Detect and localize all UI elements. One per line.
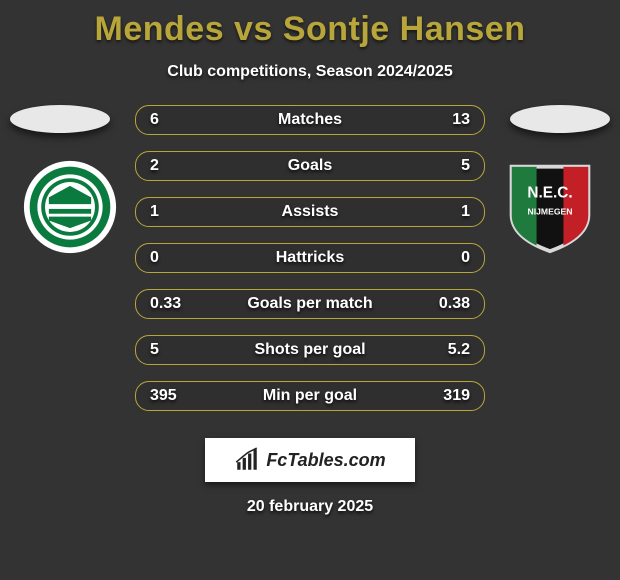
date-text: 20 february 2025 xyxy=(0,498,620,516)
stat-row: 0.33 Goals per match 0.38 xyxy=(135,289,485,319)
stat-label: Goals per match xyxy=(136,295,484,313)
badge-text-top: N.E.C. xyxy=(527,184,572,201)
page-title: Mendes vs Sontje Hansen xyxy=(0,0,620,49)
stat-right-value: 13 xyxy=(452,111,470,129)
stat-left-value: 5 xyxy=(150,341,159,359)
stat-row: 6 Matches 13 xyxy=(135,105,485,135)
stat-left-value: 0 xyxy=(150,249,159,267)
stat-label: Goals xyxy=(136,157,484,175)
stat-right-value: 5.2 xyxy=(448,341,470,359)
stat-right-value: 5 xyxy=(461,157,470,175)
stat-right-value: 0 xyxy=(461,249,470,267)
stat-right-value: 319 xyxy=(443,387,470,405)
stats-list: 6 Matches 13 2 Goals 5 1 Assists 1 0 Hat… xyxy=(135,105,485,427)
photo-placeholder-left xyxy=(10,105,110,133)
stat-row: 1 Assists 1 xyxy=(135,197,485,227)
stat-label: Hattricks xyxy=(136,249,484,267)
nec-nijmegen-icon: N.E.C. NIJMEGEN xyxy=(502,159,598,255)
stat-right-value: 1 xyxy=(461,203,470,221)
fc-groningen-icon xyxy=(22,159,118,255)
stat-left-value: 0.33 xyxy=(150,295,181,313)
photo-placeholder-right xyxy=(510,105,610,133)
stat-label: Shots per goal xyxy=(136,341,484,359)
stat-row: 5 Shots per goal 5.2 xyxy=(135,335,485,365)
stat-row: 0 Hattricks 0 xyxy=(135,243,485,273)
stat-label: Min per goal xyxy=(136,387,484,405)
stat-label: Assists xyxy=(136,203,484,221)
club-badge-left xyxy=(22,159,118,255)
stat-left-value: 1 xyxy=(150,203,159,221)
brand-text: FcTables.com xyxy=(266,450,385,471)
stat-label: Matches xyxy=(136,111,484,129)
club-badge-right: N.E.C. NIJMEGEN xyxy=(502,159,598,255)
brand-link[interactable]: FcTables.com xyxy=(205,438,415,482)
stat-left-value: 395 xyxy=(150,387,177,405)
subtitle: Club competitions, Season 2024/2025 xyxy=(0,63,620,81)
badge-text-bottom: NIJMEGEN xyxy=(527,207,572,217)
stat-row: 395 Min per goal 319 xyxy=(135,381,485,411)
stat-left-value: 6 xyxy=(150,111,159,129)
stat-left-value: 2 xyxy=(150,157,159,175)
bar-chart-icon xyxy=(234,447,260,473)
stat-right-value: 0.38 xyxy=(439,295,470,313)
stat-row: 2 Goals 5 xyxy=(135,151,485,181)
